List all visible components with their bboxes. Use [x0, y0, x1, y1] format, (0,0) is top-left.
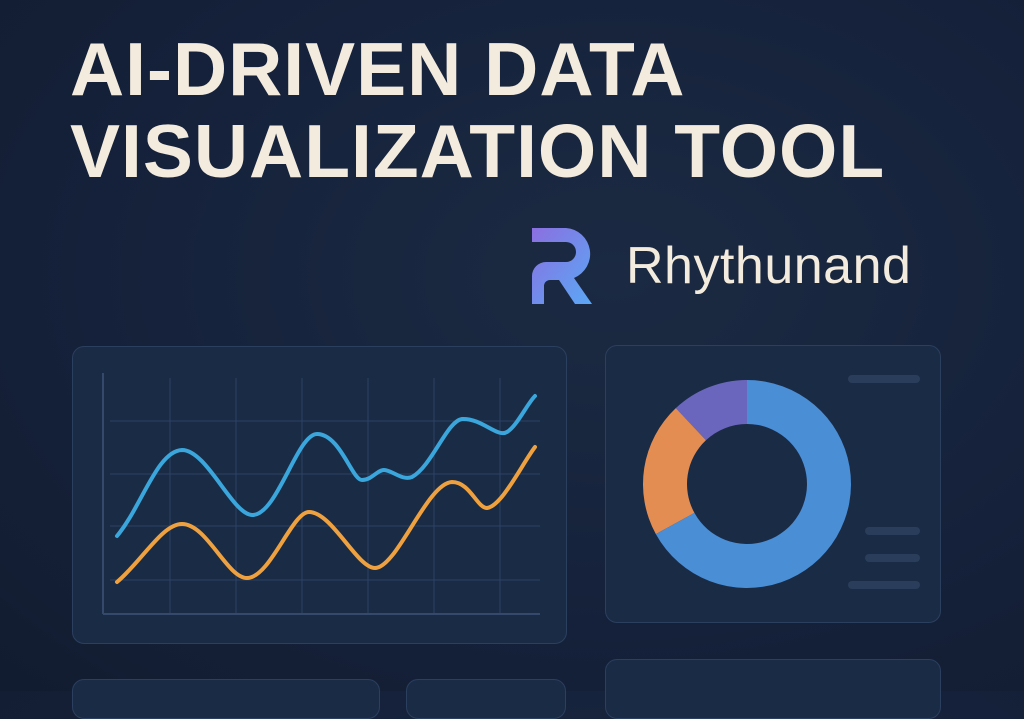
- line-chart-card: [72, 346, 567, 644]
- r-logo-icon: [532, 228, 592, 304]
- title-line-2: VISUALIZATION TOOL: [70, 109, 886, 193]
- donut-slice-orange: [643, 408, 706, 535]
- page-title: AI-DRIVEN DATA VISUALIZATION TOOL: [70, 28, 885, 192]
- donut-slice-purple: [675, 380, 747, 441]
- series-blue-line: [115, 394, 537, 538]
- legend-placeholder-bar: [848, 581, 920, 589]
- legend-placeholder-bar: [865, 554, 920, 562]
- bottom-card-1: [72, 679, 380, 719]
- line-chart: [102, 373, 540, 615]
- title-line-1: AI-DRIVEN DATA: [70, 27, 686, 111]
- legend-placeholder-bar: [865, 527, 920, 535]
- bottom-card-2: [406, 679, 566, 719]
- donut-chart-card: [605, 345, 941, 623]
- donut-chart: [643, 380, 851, 588]
- legend-placeholder-bar: [848, 375, 920, 383]
- donut-slice-blue: [655, 380, 851, 588]
- bottom-card-3: [605, 659, 941, 719]
- brand: Rhythunand: [530, 226, 911, 306]
- series-orange-line: [115, 445, 537, 584]
- brand-name: Rhythunand: [626, 237, 912, 295]
